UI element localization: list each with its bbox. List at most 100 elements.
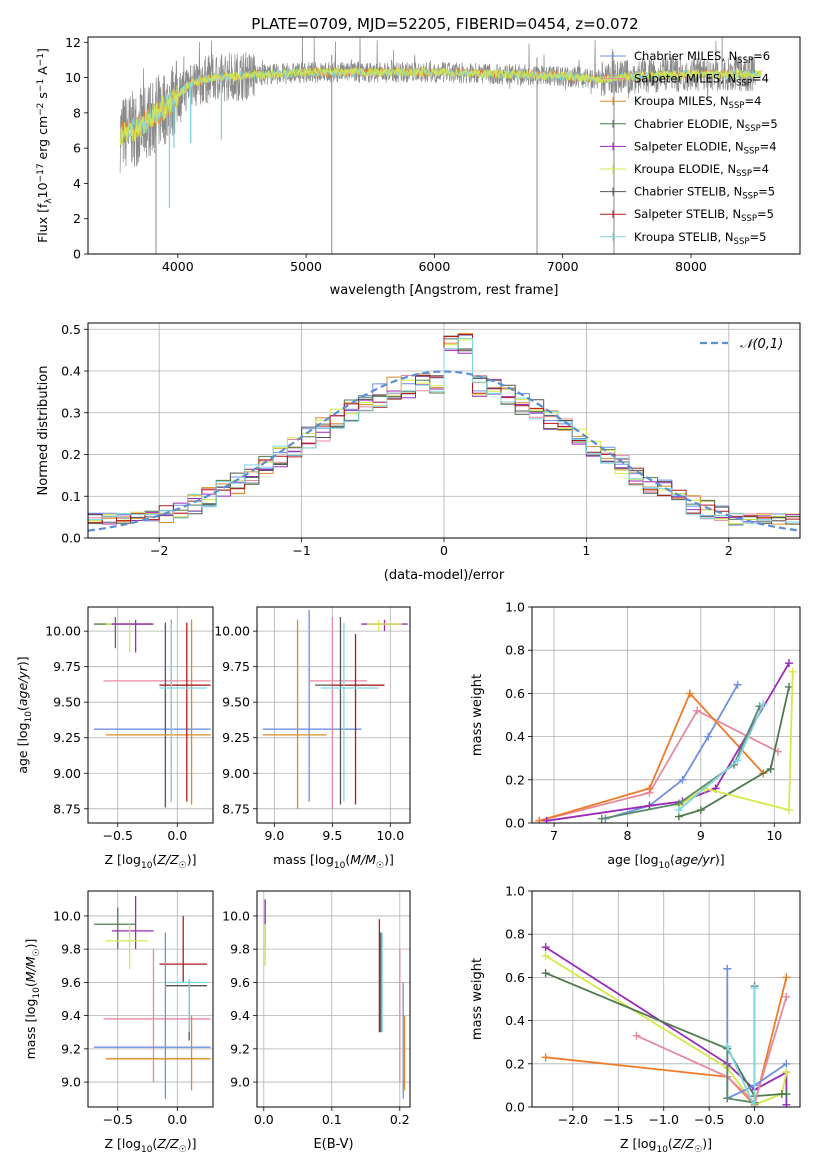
plot-area (88, 333, 800, 532)
y-tick-label: 1.0 (505, 884, 525, 899)
y-tick-label: 9.8 (61, 942, 81, 957)
y-tick-label: 0.2 (61, 447, 81, 462)
y-tick-label: 9.00 (53, 766, 81, 781)
y-tick-label: 0.3 (61, 405, 81, 420)
plot-residuals: −2 −1 0 1 2 0.0 0.1 0.2 0.3 0.4 0.5 𝒩(0,1) (data-mod… (36, 322, 801, 583)
legend-label: Salpeter ELODIE, NSSP=4 (634, 139, 777, 156)
weight-line (539, 709, 779, 822)
data-point-errorbar (159, 622, 211, 802)
x-axis-label: Z [log10(Z/Z☉)] (620, 1136, 712, 1155)
axes-frame (256, 606, 411, 824)
x-axis-label: Z [log10(Z/Z☉)] (105, 1136, 197, 1155)
data-point-errorbar (367, 619, 402, 632)
data-point-errorbar (93, 616, 152, 649)
x-tick-label: 9.0 (264, 828, 284, 843)
data-point-errorbar (111, 619, 154, 653)
weight-marker (685, 689, 694, 698)
axes-frame (531, 606, 801, 824)
y-tick-label: 9.4 (61, 1008, 81, 1023)
x-tick-label: 10 (766, 828, 782, 843)
data-point-errorbar (314, 616, 385, 805)
weight-line (545, 972, 787, 1098)
weight-series (632, 992, 791, 1107)
y-tick-label: 8 (73, 105, 81, 120)
x-axis-label: age [log10(age/yr)] (607, 852, 724, 871)
legend-label: Salpeter MILES, NSSP=4 (634, 72, 769, 89)
normal-reference-curve (88, 370, 798, 532)
legend-label: Kroupa ELODIE, NSSP=4 (634, 162, 769, 179)
y-tick-label: 9.50 (53, 695, 81, 710)
y-tick-label: 9.25 (53, 730, 81, 745)
plot-ebv-mass: 0.0 0.1 0.2 9.0 9.2 9.4 9.6 9.8 10.0 E(B-V) (222, 890, 411, 1152)
weight-marker (597, 814, 606, 823)
x-tick-label: −2.0 (558, 1112, 588, 1127)
legend-label: Salpeter STELIB, NSSP=5 (634, 207, 774, 224)
plot-area (264, 899, 406, 1099)
x-tick-label: −0.5 (103, 828, 133, 843)
x-tick-label: −1 (292, 543, 310, 558)
weight-marker (696, 806, 705, 815)
x-tick-label: 9 (697, 828, 705, 843)
legend-label: Kroupa MILES, NSSP=4 (634, 94, 761, 111)
y-tick-label: 9.2 (230, 1041, 250, 1056)
x-tick-label: −0.5 (694, 1112, 724, 1127)
y-tick-label: 4 (73, 176, 81, 191)
x-tick-label: 6000 (418, 259, 450, 274)
weight-marker (645, 784, 654, 793)
y-axis-label: age [log10(age/yr)] (15, 656, 34, 773)
y-tick-label: 0.4 (505, 729, 525, 744)
y-tick-label: 0.2 (505, 1056, 525, 1071)
y-tick-label: 10 (65, 70, 81, 85)
x-tick-label: 7000 (547, 259, 579, 274)
y-tick-label: 9.6 (61, 975, 81, 990)
x-axis-label: Z [log10(Z/Z☉)] (105, 852, 197, 871)
weight-series (535, 689, 768, 823)
weight-line (601, 706, 761, 820)
weight-line (636, 996, 788, 1105)
weight-series (674, 667, 797, 815)
legend-label: Chabrier ELODIE, NSSP=5 (634, 117, 778, 134)
x-tick-label: 7 (550, 828, 558, 843)
data-point-errorbar (93, 907, 136, 950)
x-tick-label: 1 (582, 543, 590, 558)
y-axis-label: mass weight (470, 674, 485, 756)
data-point-errorbar (165, 979, 208, 1041)
data-point-errorbar (103, 619, 211, 802)
weight-marker (782, 1090, 791, 1099)
plot-area (119, 37, 762, 254)
weight-series (674, 682, 793, 821)
data-spectrum-line (119, 37, 756, 173)
data-point-errorbar (309, 616, 368, 809)
weight-marker (693, 706, 702, 715)
y-tick-label: 9.00 (222, 766, 250, 781)
y-tick-label: 8.75 (53, 801, 81, 816)
x-tick-label: 0.2 (390, 1112, 410, 1127)
plot-z-mass: −0.5 0.0 9.0 9.2 9.4 9.6 9.8 10.0 Z [log10(Z/Z☉)… (23, 890, 214, 1155)
y-axis-label: Flux [fλ10−17 erg cm−2 s−1 A−1] (35, 48, 54, 243)
x-axis-label: (data-model)/error (384, 568, 505, 583)
x-tick-label: 2 (725, 543, 733, 558)
y-tick-label: 0.6 (505, 970, 525, 985)
legend-label: Chabrier STELIB, NSSP=5 (634, 185, 775, 202)
y-axis-label: mass [log10(M/M☉)] (23, 939, 42, 1060)
weight-line (545, 946, 788, 1105)
y-tick-label: 0.8 (505, 643, 525, 658)
data-point-errorbar (320, 622, 379, 802)
weight-marker (542, 816, 551, 823)
weight-marker (541, 951, 550, 960)
weight-marker (750, 984, 759, 993)
y-tick-label: 9.0 (61, 1075, 81, 1090)
y-tick-label: 0.8 (505, 927, 525, 942)
x-tick-label: −0.5 (103, 1112, 133, 1127)
weight-marker (723, 964, 732, 973)
weight-marker (535, 816, 544, 823)
x-axis-label: E(B-V) (313, 1137, 353, 1152)
weight-line (726, 988, 756, 1107)
x-tick-label: 8000 (675, 259, 707, 274)
y-tick-label: 0.1 (61, 489, 81, 504)
legend-label: Chabrier MILES, NSSP=6 (634, 49, 770, 66)
weight-marker (645, 801, 654, 810)
plot-age-weight: 7 8 9 10 0.0 0.2 0.4 0.6 0.8 1.0 mass weight age [l… (470, 600, 801, 871)
x-tick-label: −1.0 (649, 1112, 679, 1127)
y-tick-label: 9.50 (222, 695, 250, 710)
